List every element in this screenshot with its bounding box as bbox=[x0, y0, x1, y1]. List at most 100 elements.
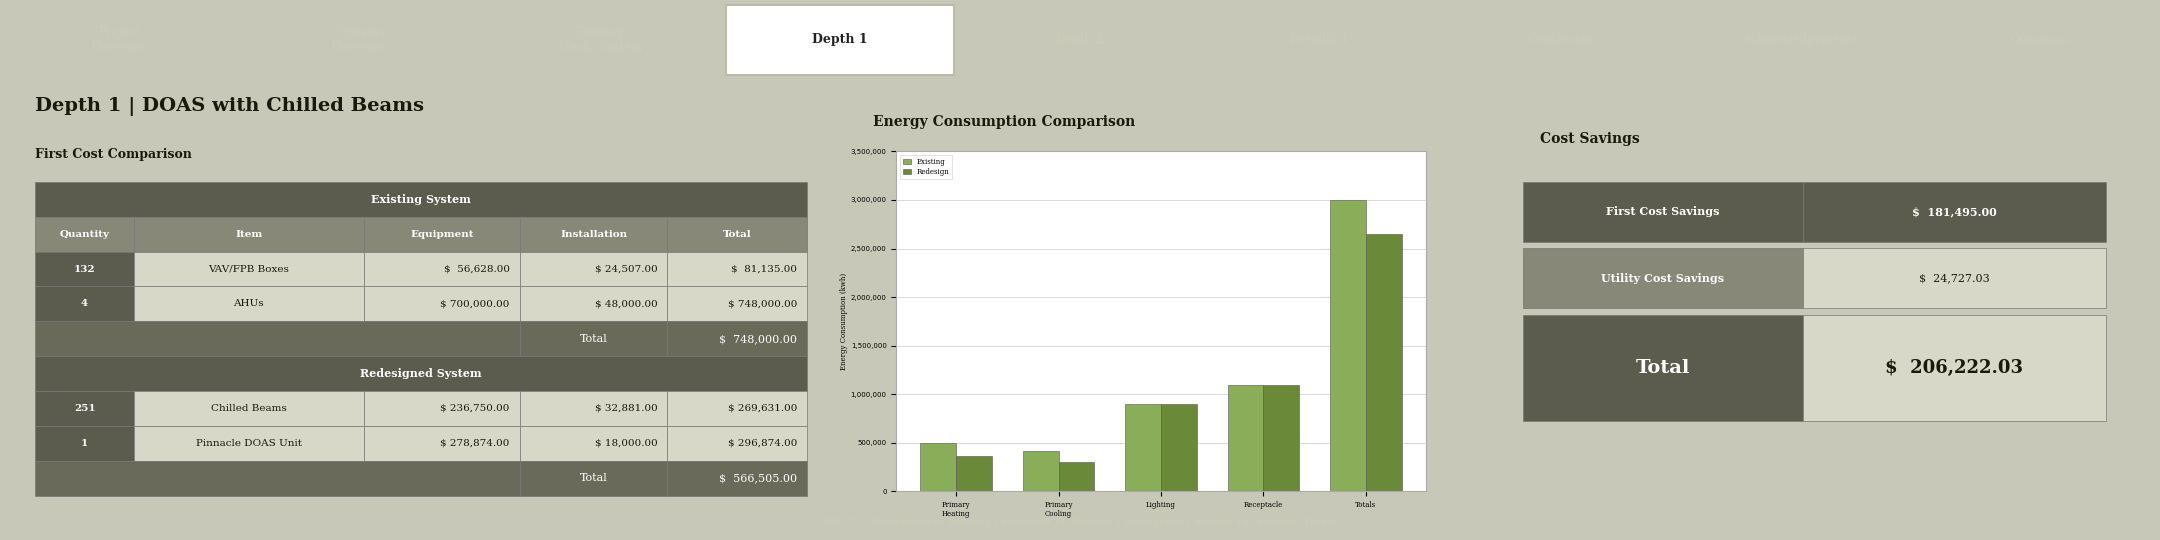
Text: Systems
Overview: Systems Overview bbox=[333, 26, 389, 54]
Text: $ 296,874.00: $ 296,874.00 bbox=[728, 439, 797, 448]
Text: Project
Overview: Project Overview bbox=[93, 26, 149, 54]
Text: $  748,000.00: $ 748,000.00 bbox=[719, 334, 797, 344]
Bar bbox=[1331, 200, 1365, 491]
FancyBboxPatch shape bbox=[521, 426, 667, 461]
Text: $ 48,000.00: $ 48,000.00 bbox=[594, 299, 657, 308]
Text: Total: Total bbox=[724, 230, 752, 239]
Text: $ 278,874.00: $ 278,874.00 bbox=[441, 439, 510, 448]
FancyBboxPatch shape bbox=[363, 286, 521, 321]
FancyBboxPatch shape bbox=[667, 286, 808, 321]
Text: $ 700,000.00: $ 700,000.00 bbox=[441, 299, 510, 308]
FancyBboxPatch shape bbox=[521, 252, 667, 286]
Text: Total: Total bbox=[579, 334, 607, 344]
Text: VAV/FPB Boxes: VAV/FPB Boxes bbox=[207, 265, 289, 274]
Text: $ 32,881.00: $ 32,881.00 bbox=[594, 404, 657, 413]
Text: $ 18,000.00: $ 18,000.00 bbox=[594, 439, 657, 448]
FancyBboxPatch shape bbox=[667, 426, 808, 461]
Text: $  24,727.03: $ 24,727.03 bbox=[1918, 273, 1989, 283]
Text: Equipment: Equipment bbox=[410, 230, 473, 239]
Bar bbox=[957, 456, 991, 491]
FancyBboxPatch shape bbox=[134, 391, 363, 426]
Text: Cost Savings: Cost Savings bbox=[1540, 132, 1639, 146]
Bar bbox=[1162, 404, 1197, 491]
Text: Depth 1: Depth 1 bbox=[812, 33, 868, 46]
FancyBboxPatch shape bbox=[521, 321, 667, 356]
FancyBboxPatch shape bbox=[521, 461, 667, 496]
Text: Energy Consumption Comparison: Energy Consumption Comparison bbox=[873, 116, 1134, 130]
FancyBboxPatch shape bbox=[35, 217, 134, 252]
Text: $ 24,507.00: $ 24,507.00 bbox=[594, 265, 657, 274]
FancyBboxPatch shape bbox=[521, 286, 667, 321]
FancyBboxPatch shape bbox=[35, 252, 134, 286]
Text: AHUs: AHUs bbox=[233, 299, 264, 308]
FancyBboxPatch shape bbox=[35, 321, 521, 356]
Text: Questions: Questions bbox=[2011, 33, 2069, 46]
Text: Existing
Mech. System: Existing Mech. System bbox=[557, 26, 642, 54]
FancyBboxPatch shape bbox=[667, 252, 808, 286]
Text: Total: Total bbox=[579, 473, 607, 483]
Text: $  56,628.00: $ 56,628.00 bbox=[443, 265, 510, 274]
Legend: Existing, Redesign: Existing, Redesign bbox=[901, 155, 953, 179]
Text: 251: 251 bbox=[73, 404, 95, 413]
FancyBboxPatch shape bbox=[726, 5, 953, 75]
Bar bbox=[1227, 384, 1264, 491]
FancyBboxPatch shape bbox=[1523, 182, 1804, 242]
Text: $  206,222.03: $ 206,222.03 bbox=[1886, 359, 2024, 377]
FancyBboxPatch shape bbox=[35, 356, 808, 391]
Text: Pinnacle DOAS Unit: Pinnacle DOAS Unit bbox=[197, 439, 302, 448]
Text: $  81,135.00: $ 81,135.00 bbox=[730, 265, 797, 274]
FancyBboxPatch shape bbox=[35, 426, 134, 461]
FancyBboxPatch shape bbox=[134, 426, 363, 461]
FancyBboxPatch shape bbox=[1523, 315, 1804, 421]
Text: $  181,495.00: $ 181,495.00 bbox=[1912, 206, 1996, 218]
FancyBboxPatch shape bbox=[667, 391, 808, 426]
Text: $ 748,000.00: $ 748,000.00 bbox=[728, 299, 797, 308]
FancyBboxPatch shape bbox=[667, 461, 808, 496]
Text: Conclusion: Conclusion bbox=[1527, 33, 1592, 46]
FancyBboxPatch shape bbox=[1804, 315, 2106, 421]
Text: 132: 132 bbox=[73, 265, 95, 274]
Text: Acknowledgements: Acknowledgements bbox=[1743, 33, 1858, 46]
Bar bbox=[1365, 234, 1402, 491]
Text: First Cost Comparison: First Cost Comparison bbox=[35, 148, 192, 161]
Bar bbox=[1125, 404, 1162, 491]
FancyBboxPatch shape bbox=[521, 217, 667, 252]
FancyBboxPatch shape bbox=[1523, 248, 1804, 308]
Text: Total: Total bbox=[1635, 359, 1689, 377]
Y-axis label: Energy Consumption (kwh): Energy Consumption (kwh) bbox=[840, 273, 849, 370]
Text: Breadth 1: Breadth 1 bbox=[1290, 33, 1350, 46]
FancyBboxPatch shape bbox=[35, 461, 521, 496]
Text: $  566,505.00: $ 566,505.00 bbox=[719, 473, 797, 483]
FancyBboxPatch shape bbox=[667, 321, 808, 356]
Text: Redesigned System: Redesigned System bbox=[361, 368, 482, 379]
FancyBboxPatch shape bbox=[667, 217, 808, 252]
Text: 1: 1 bbox=[82, 439, 89, 448]
Text: Quantity: Quantity bbox=[60, 230, 110, 239]
FancyBboxPatch shape bbox=[35, 391, 134, 426]
Text: Item: Item bbox=[235, 230, 264, 239]
Text: Depth 2: Depth 2 bbox=[1056, 33, 1104, 46]
Bar bbox=[1024, 450, 1058, 491]
FancyBboxPatch shape bbox=[134, 252, 363, 286]
Text: Installation: Installation bbox=[559, 230, 626, 239]
Text: $ 236,750.00: $ 236,750.00 bbox=[441, 404, 510, 413]
FancyBboxPatch shape bbox=[134, 286, 363, 321]
FancyBboxPatch shape bbox=[35, 182, 808, 217]
Bar bbox=[920, 443, 957, 491]
Text: $ 269,631.00: $ 269,631.00 bbox=[728, 404, 797, 413]
Text: First Cost Savings: First Cost Savings bbox=[1607, 206, 1719, 218]
FancyBboxPatch shape bbox=[1804, 248, 2106, 308]
Text: Chilled Beams: Chilled Beams bbox=[212, 404, 287, 413]
FancyBboxPatch shape bbox=[363, 391, 521, 426]
Text: Utility Cost Savings: Utility Cost Savings bbox=[1601, 273, 1724, 284]
Text: 4: 4 bbox=[82, 299, 89, 308]
FancyBboxPatch shape bbox=[521, 391, 667, 426]
FancyBboxPatch shape bbox=[363, 426, 521, 461]
Bar bbox=[1264, 384, 1298, 491]
FancyBboxPatch shape bbox=[363, 217, 521, 252]
Text: NRUCFC Headquarters Building | Margaret McNamara | Mechanical | Advisor Dr. Step: NRUCFC Headquarters Building | Margaret … bbox=[819, 518, 1341, 527]
Text: Existing System: Existing System bbox=[372, 194, 471, 205]
Text: Depth 1 | DOAS with Chilled Beams: Depth 1 | DOAS with Chilled Beams bbox=[35, 97, 423, 116]
FancyBboxPatch shape bbox=[35, 286, 134, 321]
Bar bbox=[1058, 462, 1095, 491]
